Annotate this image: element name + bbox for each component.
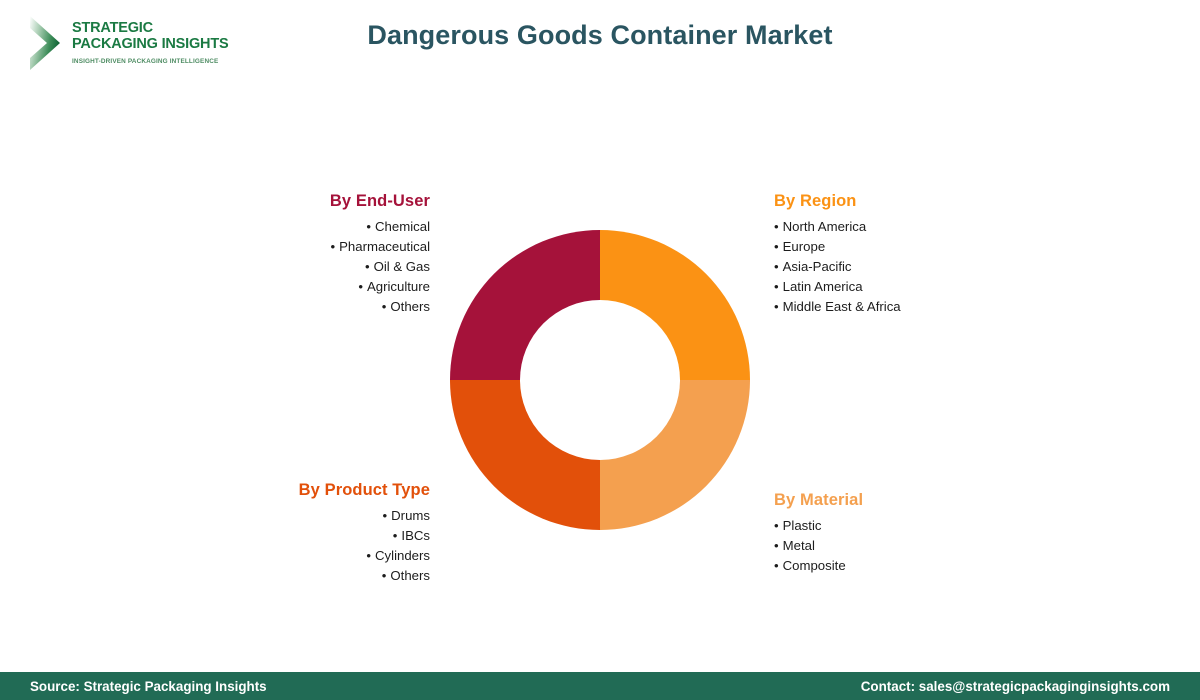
bullet-icon: •	[364, 259, 370, 274]
list-item-label: Others	[390, 568, 430, 583]
list-item-label: IBCs	[401, 528, 430, 543]
list-item-label: Metal	[782, 538, 815, 553]
bullet-icon: •	[774, 219, 779, 234]
list-item-label: Drums	[391, 508, 430, 523]
chevron-logo-icon	[30, 16, 60, 70]
segment-end-user: By End-User • Chemical • Pharmaceutical • O…	[190, 192, 430, 317]
list-item-label: Composite	[782, 558, 846, 573]
footer-bar: Source: Strategic Packaging Insights Con…	[0, 672, 1200, 700]
list-item: • Others	[190, 297, 430, 317]
bullet-icon: •	[366, 548, 372, 563]
list-item: • Middle East & Africa	[774, 297, 1074, 317]
logo-line-strategic: STRATEGIC	[72, 19, 153, 36]
bullet-icon: •	[381, 299, 387, 314]
segment-product-type-list: • Drums • IBCs • Cylinders • Others	[190, 506, 430, 586]
bullet-icon: •	[366, 219, 372, 234]
list-item-label: Middle East & Africa	[782, 299, 901, 314]
list-item-label: Europe	[782, 239, 826, 254]
footer-source: Source: Strategic Packaging Insights	[30, 678, 267, 694]
list-item-label: Oil & Gas	[373, 259, 430, 274]
list-item-label: Cylinders	[375, 548, 430, 563]
bullet-icon: •	[774, 538, 779, 553]
list-item: • Plastic	[774, 516, 1074, 536]
segment-product-type: By Product Type • Drums • IBCs • Cylinders …	[190, 481, 430, 586]
bullet-icon: •	[774, 299, 779, 314]
list-item: • Europe	[774, 237, 1074, 257]
footer-contact[interactable]: Contact: sales@strategicpackaginginsight…	[860, 678, 1170, 694]
bullet-icon: •	[330, 239, 336, 254]
list-item: • Cylinders	[190, 546, 430, 566]
list-item: • Agriculture	[190, 277, 430, 297]
bullet-icon: •	[381, 568, 387, 583]
list-item-label: North America	[782, 219, 867, 234]
list-item: • Latin America	[774, 277, 1074, 297]
segment-region: By Region • North America • Europe • Asia-P…	[774, 192, 1074, 317]
list-item: • Composite	[774, 556, 1074, 576]
list-item: • Metal	[774, 536, 1074, 556]
list-item: • Oil & Gas	[190, 257, 430, 277]
list-item-label: Asia-Pacific	[782, 259, 852, 274]
list-item-label: Latin America	[782, 279, 863, 294]
segment-material-list: • Plastic • Metal • Composite	[774, 516, 1074, 576]
bullet-icon: •	[774, 558, 779, 573]
list-item-label: Plastic	[782, 518, 822, 533]
bullet-icon: •	[774, 259, 779, 274]
list-item: • Others	[190, 566, 430, 586]
list-item-label: Pharmaceutical	[339, 239, 430, 254]
bullet-icon: •	[774, 239, 779, 254]
list-item: • Drums	[190, 506, 430, 526]
bullet-icon: •	[358, 279, 363, 294]
segment-region-heading: By Region	[774, 192, 857, 210]
bullet-icon: •	[392, 528, 398, 543]
segment-region-list: • North America • Europe • Asia-Pacific • La…	[774, 217, 1074, 317]
list-item-label: Chemical	[375, 219, 430, 234]
bullet-icon: •	[774, 518, 779, 533]
bullet-icon: •	[382, 508, 388, 523]
logo-line-packaging-insights: PACKAGING INSIGHTS	[72, 36, 229, 53]
list-item-label: Agriculture	[366, 279, 430, 294]
list-item: • Pharmaceutical	[190, 237, 430, 257]
segment-material-heading: By Material	[774, 491, 864, 509]
list-item: • Asia-Pacific	[774, 257, 1074, 277]
segment-material: By Material • Plastic • Metal • Composite	[774, 491, 1074, 576]
donut-chart	[450, 230, 750, 530]
list-item: • North America	[774, 217, 1074, 237]
list-item: • Chemical	[190, 217, 430, 237]
list-item-label: Others	[390, 299, 430, 314]
logo-tagline: INSIGHT-DRIVEN PACKAGING INTELLIGENCE	[72, 57, 219, 65]
bullet-icon: •	[774, 279, 779, 294]
segment-product-type-heading: By Product Type	[298, 481, 430, 499]
list-item: • IBCs	[190, 526, 430, 546]
page-title: Dangerous Goods Container Market	[367, 20, 833, 50]
brand-logo: STRATEGIC PACKAGING INSIGHTS INSIGHT-DRI…	[26, 12, 229, 74]
donut-hole	[520, 300, 680, 460]
segment-end-user-heading: By End-User	[329, 192, 430, 210]
segment-end-user-list: • Chemical • Pharmaceutical • Oil & Gas • Ag…	[190, 217, 430, 317]
donut-chart-svg	[450, 230, 750, 530]
